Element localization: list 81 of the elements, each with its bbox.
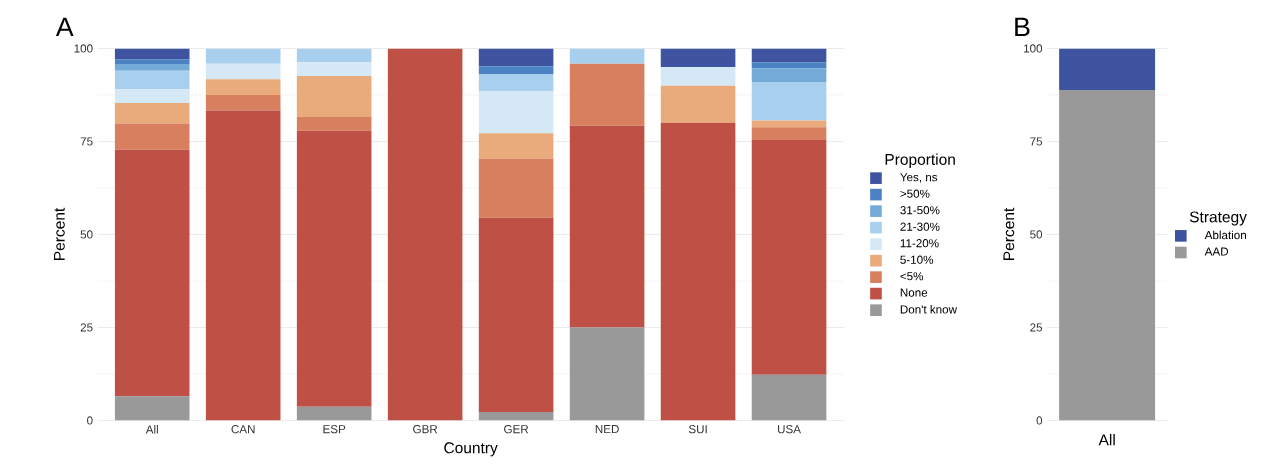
x-axis-title: All <box>1098 434 1115 446</box>
bar <box>114 103 190 124</box>
bar <box>569 327 645 421</box>
legend-label: Yes, ns <box>900 173 938 183</box>
x-tick-label: SUI <box>688 425 707 434</box>
bar <box>751 127 827 141</box>
y-tick-label: 0 <box>87 416 93 425</box>
bar <box>114 123 190 150</box>
bar <box>205 95 281 111</box>
bar <box>296 130 372 407</box>
legend-label: 31-50% <box>900 206 940 215</box>
x-tick-label: GBR <box>413 425 438 434</box>
bar <box>205 79 281 96</box>
bar <box>296 48 372 63</box>
chart-title: A <box>55 17 74 37</box>
x-tick-label: CAN <box>231 425 255 434</box>
bar <box>660 48 736 68</box>
bar <box>296 62 372 77</box>
bar <box>296 406 372 421</box>
bar <box>478 158 554 218</box>
bar <box>751 48 827 63</box>
y-axis-title: Percent <box>1003 208 1015 261</box>
chart-title: B <box>1015 17 1030 37</box>
bar <box>114 149 190 397</box>
bar <box>205 110 281 421</box>
bar <box>660 85 736 123</box>
bar <box>114 89 190 104</box>
legend-label: 11-20% <box>900 239 939 248</box>
bar <box>387 48 463 421</box>
bar <box>478 74 554 92</box>
bar <box>205 63 281 80</box>
bar <box>478 412 554 421</box>
bar <box>569 63 645 126</box>
bar <box>114 396 190 421</box>
bar <box>205 48 281 64</box>
bar <box>114 64 190 71</box>
y-tick-label: 100 <box>74 44 93 53</box>
bar <box>114 70 190 90</box>
x-tick-label: NED <box>595 425 619 434</box>
legend-label: 5-10% <box>900 255 934 265</box>
y-axis-title: Percent <box>53 208 65 261</box>
x-axis-title: Country <box>444 442 498 457</box>
y-tick-label: 75 <box>80 137 93 146</box>
legend-label: Don't know <box>900 305 958 314</box>
legend-label: <5% <box>900 272 924 281</box>
legend-label: 21-30% <box>900 222 940 231</box>
bar <box>296 76 372 118</box>
x-tick-label: All <box>145 425 158 434</box>
bar <box>478 48 554 67</box>
bar <box>478 133 554 159</box>
bar <box>751 82 827 121</box>
bar <box>114 59 190 65</box>
y-tick-label: 25 <box>80 323 93 332</box>
x-tick-label: GER <box>504 425 529 434</box>
bar <box>751 140 827 375</box>
x-tick-label: ESP <box>323 425 346 434</box>
y-tick-label: 50 <box>80 230 93 239</box>
bar <box>751 68 827 83</box>
x-tick-label: USA <box>777 425 801 434</box>
legend-label: None <box>900 288 928 297</box>
y-tick-label: 0 <box>1036 416 1043 425</box>
bar <box>660 122 736 421</box>
legend-title: Strategy <box>1189 211 1247 226</box>
y-tick-label: 100 <box>1024 44 1043 53</box>
legend-label: Ablation <box>1204 230 1246 240</box>
bar <box>296 117 372 131</box>
legend-title: Proportion <box>885 153 955 169</box>
bar <box>751 374 827 421</box>
bar <box>478 217 554 413</box>
bar <box>660 67 736 86</box>
bar <box>114 48 190 60</box>
bar <box>478 66 554 75</box>
legend-label: AAD <box>1204 247 1229 256</box>
bar <box>569 125 645 328</box>
bar <box>478 91 554 134</box>
bar <box>751 62 827 69</box>
y-tick-label: 50 <box>1030 230 1043 239</box>
legend-label: >50% <box>900 189 930 198</box>
y-tick-label: 75 <box>1030 137 1043 146</box>
y-tick-label: 25 <box>1030 323 1043 332</box>
bar <box>569 48 645 64</box>
